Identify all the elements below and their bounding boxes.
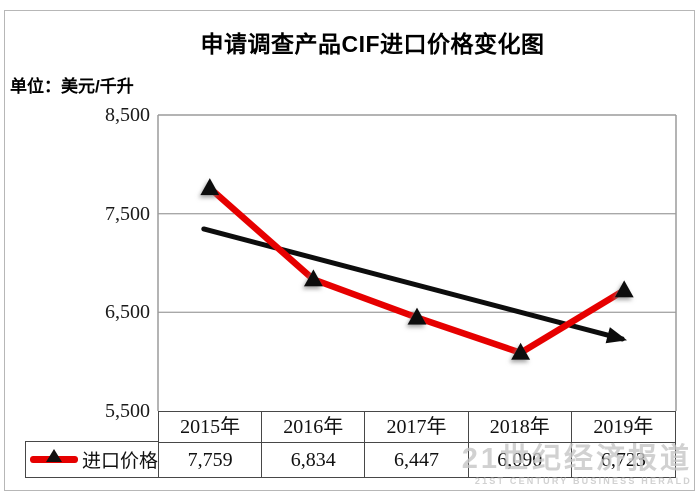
year-header-cell: 2016年 [262, 412, 366, 442]
price-value-cell: 7,759 [159, 443, 263, 478]
year-header-cell: 2017年 [365, 412, 469, 442]
legend-triangle-marker-icon [46, 449, 62, 462]
watermark: 21世纪经济报道 21ST CENTURY BUSINESS HERALD [424, 445, 692, 486]
chart-title: 申请调查产品CIF进口价格变化图 [200, 31, 545, 57]
price-value-cell: 6,834 [262, 443, 366, 478]
year-header-row: 2015年 2016年 2017年 2018年 2019年 [159, 412, 675, 443]
price-value-cell: 6,447 [365, 443, 469, 478]
price-value-cell: 6,723 [600, 449, 646, 471]
watermark-en-text: 21ST CENTURY BUSINESS HERALD [474, 476, 692, 486]
data-table: 2015年 2016年 2017年 2018年 2019年 7,759 6,83… [158, 411, 676, 478]
year-header-cell: 2015年 [159, 412, 263, 442]
year-header-cell: 2019年 [593, 416, 654, 438]
y-axis-tick-5500: 5,500 [105, 400, 150, 422]
price-value-row: 7,759 6,834 6,447 6,090 6,723 [159, 443, 675, 478]
y-axis-tick-7500: 7,500 [105, 203, 150, 225]
price-value-cell: 6,090 [469, 443, 572, 478]
legend-cell: 进口价格 [25, 441, 158, 478]
y-axis-tick-8500: 8,500 [105, 104, 150, 126]
legend-line-sample [30, 449, 78, 463]
y-axis-tick-6500: 6,500 [105, 301, 150, 323]
unit-label: 单位：美元/千升 [10, 77, 134, 96]
year-header-cell: 2018年 [469, 412, 572, 442]
legend-series-label: 进口价格 [82, 451, 159, 472]
watermark-cn-text: 21世纪经济报道 [461, 443, 692, 475]
